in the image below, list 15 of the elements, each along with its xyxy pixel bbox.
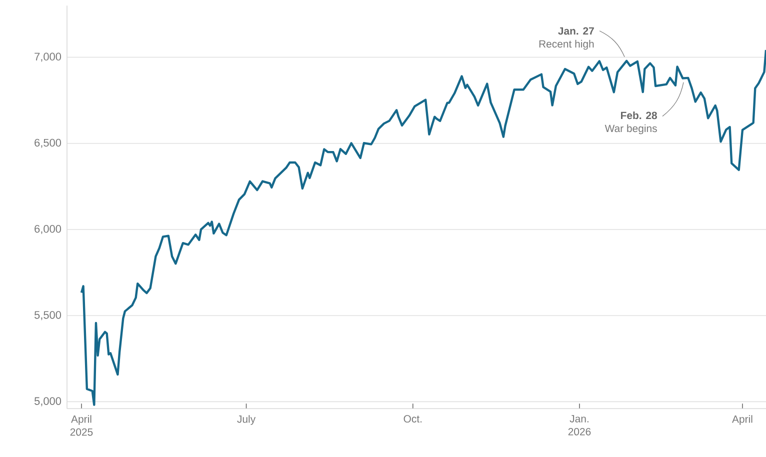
annotation: Feb. 28 bbox=[621, 111, 657, 120]
annotation: War begins bbox=[604, 124, 657, 134]
annotation: Recent high bbox=[539, 40, 594, 50]
x-tick-label: July bbox=[237, 415, 256, 425]
line-series bbox=[80, 48, 766, 406]
x-tick-label: Oct. bbox=[404, 415, 422, 423]
y-tick-label: 5,500 bbox=[34, 311, 62, 320]
x-tick-label: April 2025 bbox=[70, 415, 93, 436]
y-tick-label: 6,500 bbox=[34, 138, 62, 148]
y-tick-label: 5,000 bbox=[34, 397, 62, 406]
x-tick-label: April bbox=[732, 415, 752, 425]
y-tick-label: 7,000 bbox=[34, 52, 62, 62]
x-tick-label: Jan. 2026 bbox=[568, 415, 591, 436]
y-tick-label: 6,000 bbox=[34, 224, 62, 234]
annotation: Jan. 27 bbox=[558, 27, 594, 35]
